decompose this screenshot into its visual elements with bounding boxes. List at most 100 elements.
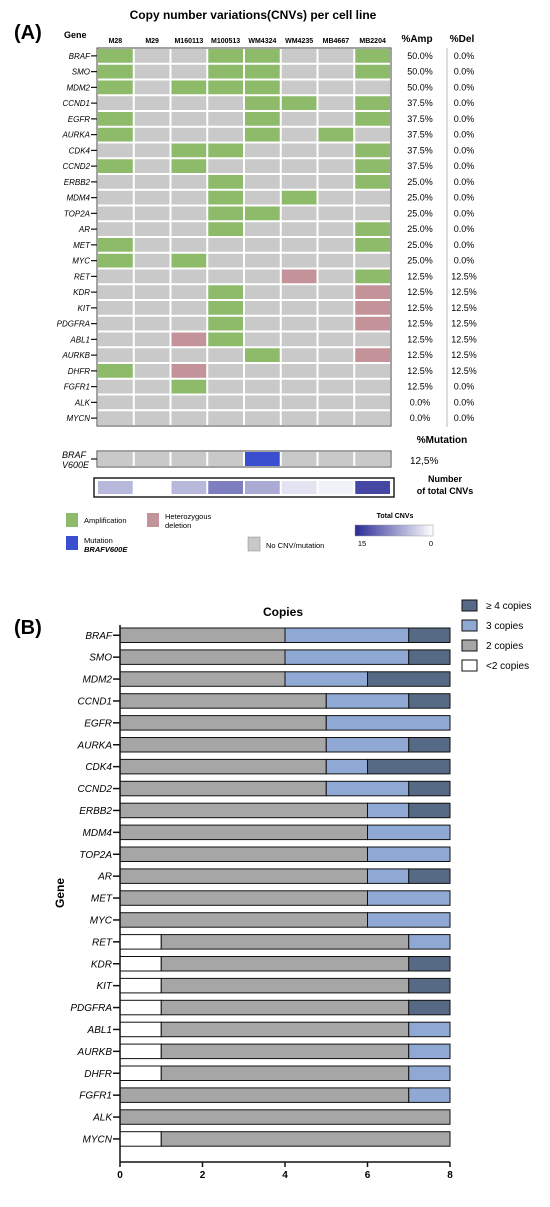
cell-fgfr1-m100513 <box>208 379 243 394</box>
cell-egfr-mb4667 <box>318 112 354 126</box>
row-label-top2a: TOP2A <box>64 209 90 218</box>
legend-het-deletion: Heterozygous <box>165 512 212 521</box>
cell-ccnd1-m29 <box>134 96 170 110</box>
cell-smo-wm4235 <box>281 64 317 79</box>
cell-abl1-m100513 <box>208 332 243 347</box>
bar-fgfr1-three <box>408 1087 451 1103</box>
mutation-row <box>91 450 392 468</box>
del-value-egfr: 0.0% <box>454 114 475 124</box>
amp-value-ar: 25.0% <box>407 224 433 234</box>
row-label-cdk4: CDK4 <box>69 146 91 155</box>
row-label-pdgfra: PDGFRA <box>57 320 90 329</box>
cell-smo-m28 <box>98 64 133 79</box>
cell-egfr-mb2204 <box>355 112 390 126</box>
bar-chart-ylabel: Gene <box>53 878 67 908</box>
bar-ccnd1-two <box>119 693 327 709</box>
amp-value-ccnd1: 37.5% <box>407 98 433 108</box>
cell-mycn-m29 <box>134 411 170 425</box>
cell-cdk4-wm4324 <box>245 143 280 158</box>
cell-abl1-mb2204 <box>355 332 390 347</box>
cell-kdr-m29 <box>134 285 170 299</box>
bar-label-kdr: KDR <box>91 959 112 970</box>
legend-total-cnvs-max: 15 <box>358 539 366 548</box>
amp-value-ret: 12.5% <box>407 271 433 281</box>
cell-mdm4-m100513 <box>208 190 243 205</box>
cell-ccnd1-mb4667 <box>318 96 354 110</box>
del-value-braf: 0.0% <box>454 51 475 61</box>
cell-alk-m28 <box>98 395 133 410</box>
amp-value-abl1: 12.5% <box>407 334 433 344</box>
cell-ret-wm4324 <box>245 269 280 284</box>
cell-erbb2-wm4235 <box>281 175 317 189</box>
cell-kdr-m100513 <box>208 285 243 299</box>
amp-value-myc: 25.0% <box>407 256 433 266</box>
del-value-abl1: 12.5% <box>451 334 477 344</box>
cell-top2a-wm4324 <box>245 206 280 221</box>
legend-total-cnvs-gradient <box>354 524 434 537</box>
amp-value-met: 25.0% <box>407 240 433 250</box>
mutation-value: 12,5% <box>410 456 438 467</box>
cell-mdm4-wm4235 <box>281 190 317 205</box>
del-value-ar: 0.0% <box>454 224 475 234</box>
cell-mdm4-mb4667 <box>318 190 354 205</box>
cell-abl1-m160113 <box>171 332 207 347</box>
cell-kit-mb4667 <box>318 301 354 315</box>
total-cnv-cell-mb2204 <box>355 481 390 494</box>
cell-ccnd1-mb2204 <box>355 96 390 110</box>
cell-alk-m100513 <box>208 395 243 410</box>
cell-fgfr1-m160113 <box>171 379 207 394</box>
row-label-ccnd2: CCND2 <box>62 162 90 171</box>
cell-myc-wm4235 <box>281 253 317 268</box>
bar-aurka-ge4 <box>408 737 451 753</box>
cell-ccnd2-wm4235 <box>281 159 317 173</box>
cell-aurkb-m160113 <box>171 348 207 362</box>
bar-label-myc: MYC <box>90 915 113 926</box>
total-cnv-label: Number <box>428 474 463 484</box>
cell-ccnd2-m29 <box>134 159 170 173</box>
amp-value-mdm2: 50.0% <box>407 82 433 92</box>
x-tick-label-4: 4 <box>282 1170 288 1181</box>
cell-met-wm4324 <box>245 238 280 252</box>
cell-kit-m29 <box>134 301 170 315</box>
bar-aurka-two <box>119 737 327 753</box>
row-label-ar: AR <box>78 225 90 234</box>
cell-dhfr-m100513 <box>208 364 243 378</box>
legend-swatch-deletion <box>147 513 159 527</box>
bar-mdm4-three <box>367 824 451 841</box>
x-tick-label-8: 8 <box>447 1170 453 1181</box>
total-cnv-cell-m100513 <box>208 481 243 494</box>
mutation-cell-m29 <box>134 452 170 466</box>
del-value-aurka: 0.0% <box>454 130 475 140</box>
amp-value-alk: 0.0% <box>410 397 431 407</box>
cell-smo-m160113 <box>171 64 207 79</box>
cell-aurka-m28 <box>98 127 133 142</box>
cell-kdr-wm4324 <box>245 285 280 299</box>
row-label-alk: ALK <box>74 398 91 407</box>
cell-myc-wm4324 <box>245 253 280 268</box>
cell-mdm4-m28 <box>98 190 133 205</box>
row-label-ret: RET <box>74 272 91 281</box>
cell-ccnd2-m28 <box>98 159 133 173</box>
bar-label-pdgfra: PDGFRA <box>70 1003 112 1014</box>
row-label-mdm4: MDM4 <box>66 194 90 203</box>
cell-pdgfra-m160113 <box>171 316 207 331</box>
bar-cdk4-two <box>119 758 327 775</box>
cell-ccnd1-wm4324 <box>245 96 280 110</box>
cell-fgfr1-m29 <box>134 379 170 394</box>
cell-fgfr1-wm4235 <box>281 379 317 394</box>
legend-swatch-lt2 <box>461 659 478 672</box>
cell-mdm2-m28 <box>98 80 133 95</box>
legend-label-two: 2 copies <box>486 641 523 652</box>
bar-egfr-two <box>119 715 327 731</box>
bar-label-mycn: MYCN <box>83 1134 113 1145</box>
cell-pdgfra-m100513 <box>208 316 243 331</box>
bar-label-ret: RET <box>92 937 113 948</box>
cell-pdgfra-wm4235 <box>281 316 317 331</box>
legend-total-cnvs-title: Total CNVs <box>377 513 414 520</box>
bar-smo-two <box>119 649 286 665</box>
cell-smo-m29 <box>134 64 170 79</box>
cell-ret-mb4667 <box>318 269 354 284</box>
bar-mdm2-three <box>284 671 368 687</box>
cell-mdm2-mb2204 <box>355 80 390 95</box>
cell-dhfr-m160113 <box>171 364 207 378</box>
